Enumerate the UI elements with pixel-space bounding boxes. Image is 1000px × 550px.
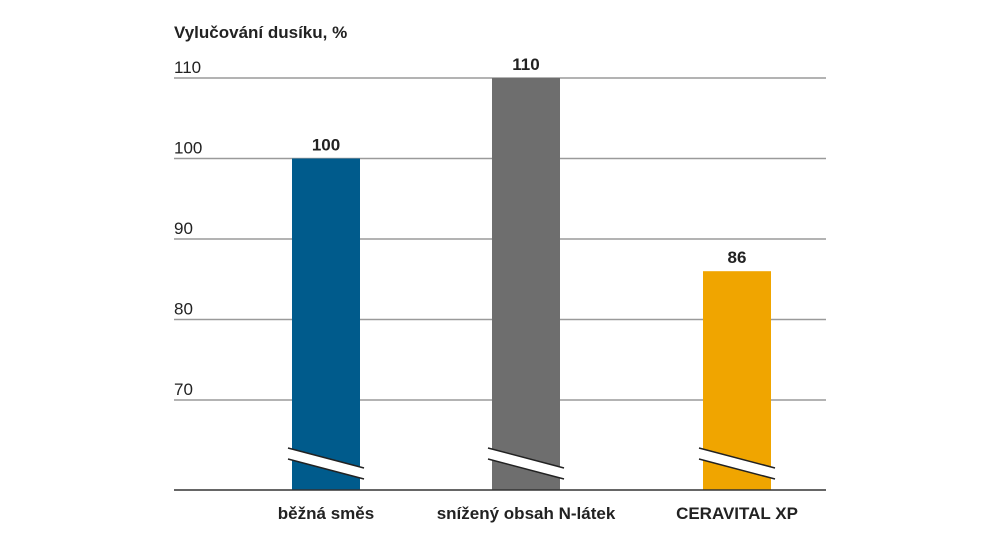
y-tick-labels: 110 100 90 80 70 [174, 58, 202, 399]
bars [292, 78, 771, 490]
category-labels: běžná směs snížený obsah N-látek CERAVITAL… [278, 504, 798, 523]
value-label: 110 [512, 55, 539, 74]
category-label: snížený obsah N-látek [437, 504, 616, 523]
break-band [488, 448, 564, 479]
break-line [287, 447, 365, 469]
bar [492, 78, 560, 490]
y-tick-label: 110 [174, 58, 201, 77]
y-tick-label: 90 [174, 219, 193, 238]
y-tick-label: 80 [174, 300, 193, 319]
y-axis-title: Vylučování dusíku, % [174, 23, 347, 42]
value-labels: 100 110 86 [312, 55, 747, 267]
axis-break-marks [287, 447, 776, 480]
break-band [288, 448, 364, 479]
break-line [698, 458, 776, 480]
break-line [487, 458, 565, 480]
break-band [699, 448, 775, 479]
bar [292, 158, 360, 490]
break-line [287, 458, 365, 480]
category-label: CERAVITAL XP [676, 504, 798, 523]
value-label: 86 [728, 248, 747, 267]
y-tick-label: 70 [174, 380, 193, 399]
category-label: běžná směs [278, 504, 374, 523]
value-label: 100 [312, 136, 340, 155]
break-line [698, 447, 776, 469]
break-line [487, 447, 565, 469]
y-tick-label: 100 [174, 139, 202, 158]
